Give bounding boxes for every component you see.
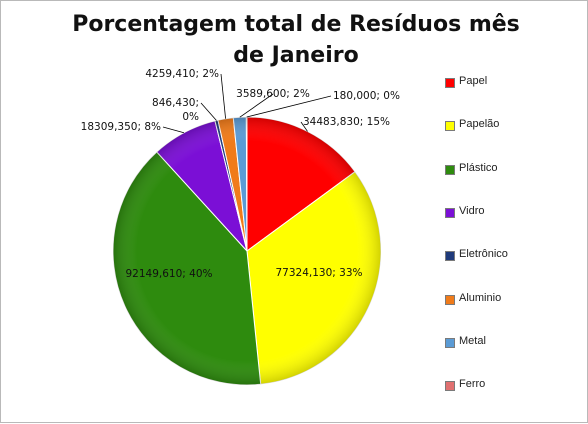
chart-title: Porcentagem total de Resíduos mês de Jan… — [72, 12, 520, 68]
data-label-plástico: 92149,610; 40% — [126, 268, 213, 280]
legend-swatch — [445, 381, 455, 392]
data-label-eletrônico: 846,430; 0% — [152, 97, 199, 123]
legend-label: Metal — [459, 334, 486, 347]
legend-label: Plástico — [459, 161, 498, 174]
legend-swatch — [445, 164, 455, 175]
leader-line-metal — [239, 93, 274, 118]
pie-slice-ferro — [245, 116, 248, 252]
data-label-metal: 3589,600; 2% — [236, 88, 310, 100]
data-label-ferro: 180,000; 0% — [333, 90, 400, 102]
legend-label: Ferro — [459, 378, 486, 391]
legend-label: Aluminio — [459, 291, 502, 304]
legend-label: Eletrônico — [459, 248, 508, 261]
leader-line-papel — [300, 121, 308, 132]
data-label-papel: 34483,830; 15% — [303, 116, 390, 128]
legend-label: Papel — [459, 75, 488, 87]
legend-swatch — [445, 294, 455, 305]
legend-label: Vidro — [459, 204, 485, 217]
legend-swatch — [445, 251, 455, 262]
leader-line-aluminio — [220, 73, 226, 119]
legend-label: Papelão — [459, 118, 500, 131]
data-label-vidro: 18309,350; 8% — [81, 121, 161, 133]
legend-swatch — [445, 121, 455, 132]
legend-swatch — [445, 207, 455, 218]
leader-line-ferro — [246, 95, 332, 118]
data-label-aluminio: 4259,410; 2% — [145, 68, 219, 80]
legend-swatch — [445, 337, 455, 348]
legend-swatch — [445, 78, 455, 88]
leader-line-vidro — [162, 126, 185, 134]
data-label-papelão: 77324,130; 33% — [276, 267, 363, 279]
leader-line-eletrônico — [200, 102, 217, 121]
